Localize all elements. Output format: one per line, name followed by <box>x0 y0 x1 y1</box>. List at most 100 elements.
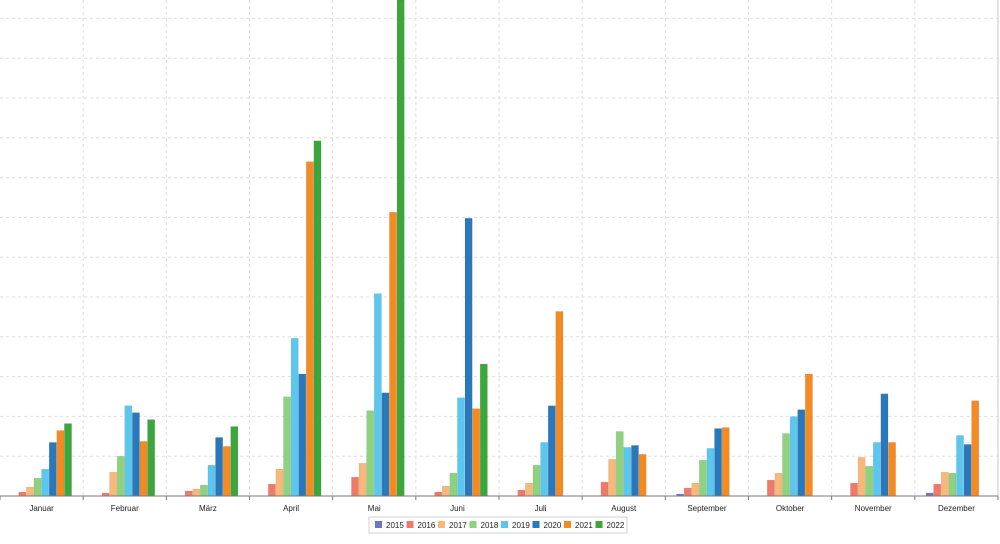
x-tick-label: Oktober <box>776 504 805 513</box>
legend-label-2020: 2020 <box>544 521 562 530</box>
bar-2016-dezember[interactable] <box>933 483 942 497</box>
bar-2020-mai[interactable] <box>381 392 390 497</box>
bar-2017-oktober[interactable] <box>774 472 783 497</box>
bar-2021-september[interactable] <box>721 427 730 497</box>
bar-2021-november[interactable] <box>888 442 896 497</box>
bar-2016-januar[interactable] <box>18 491 27 497</box>
bar-2016-november[interactable] <box>850 482 858 497</box>
bar-2016-september[interactable] <box>683 487 692 497</box>
x-tick-label: Mai <box>368 504 381 513</box>
bar-2022-februar[interactable] <box>147 419 156 497</box>
bar-2022-januar[interactable] <box>64 423 72 497</box>
legend-label-2018: 2018 <box>481 521 499 530</box>
bar-2021-oktober[interactable] <box>805 373 813 497</box>
bar-2021-april[interactable] <box>306 161 314 497</box>
bar-2017-dezember[interactable] <box>940 471 949 497</box>
bar-2018-juni[interactable] <box>449 472 458 497</box>
bar-2021-juni[interactable] <box>472 408 481 497</box>
bar-2019-april[interactable] <box>290 338 299 497</box>
bar-2019-august[interactable] <box>623 447 632 497</box>
legend-label-2016: 2016 <box>418 521 436 530</box>
bar-2016-märz[interactable] <box>184 490 193 497</box>
bar-2019-september[interactable] <box>706 448 715 497</box>
legend-label-2017: 2017 <box>449 521 467 530</box>
legend-label-2021: 2021 <box>575 521 593 530</box>
legend-label-2022: 2022 <box>607 521 625 530</box>
legend-swatch-2017 <box>438 521 445 528</box>
bar-2020-september[interactable] <box>714 428 722 497</box>
bar-2016-april[interactable] <box>268 483 276 497</box>
bar-2021-märz[interactable] <box>222 446 231 497</box>
bar-2019-mai[interactable] <box>374 293 382 497</box>
bar-2021-dezember[interactable] <box>971 400 980 497</box>
bar-2016-mai[interactable] <box>351 476 359 497</box>
bars <box>18 0 980 497</box>
bar-2018-juli[interactable] <box>532 464 541 497</box>
legend-swatch-2015 <box>375 521 382 528</box>
bar-2020-dezember[interactable] <box>963 444 972 497</box>
bar-2019-januar[interactable] <box>41 468 50 497</box>
x-tick-label: September <box>687 504 726 513</box>
legend-swatch-2022 <box>595 521 603 528</box>
legend-swatch-2018 <box>469 521 477 528</box>
bar-2021-juli[interactable] <box>555 311 564 497</box>
x-tick-label: Juni <box>450 504 465 513</box>
bar-2017-april[interactable] <box>275 468 284 497</box>
x-tick-label: August <box>611 504 637 513</box>
bar-2019-märz[interactable] <box>207 464 216 497</box>
bar-2022-juni[interactable] <box>479 363 488 497</box>
bar-2017-mai[interactable] <box>358 463 367 497</box>
bar-2018-januar[interactable] <box>33 477 42 497</box>
bar-2019-juli[interactable] <box>540 442 549 497</box>
bar-2017-januar[interactable] <box>26 486 34 497</box>
bar-2017-august[interactable] <box>608 459 616 497</box>
bar-2016-juni[interactable] <box>434 491 443 497</box>
bar-2018-oktober[interactable] <box>782 433 790 497</box>
bar-2016-juli[interactable] <box>517 489 526 497</box>
bar-2020-juli[interactable] <box>547 405 556 497</box>
bar-2021-august[interactable] <box>638 454 647 497</box>
bar-2018-märz[interactable] <box>200 484 208 497</box>
bar-2022-mai[interactable] <box>396 0 405 497</box>
x-tick-label: Juli <box>535 504 547 513</box>
bar-2020-märz[interactable] <box>215 437 223 497</box>
bar-2022-april[interactable] <box>313 140 322 497</box>
bar-2016-oktober[interactable] <box>767 479 775 497</box>
x-tick-label: Dezember <box>938 504 975 513</box>
bar-2019-dezember[interactable] <box>956 435 964 497</box>
bar-2021-februar[interactable] <box>139 441 148 497</box>
bar-2018-april[interactable] <box>283 396 291 497</box>
bar-2020-februar[interactable] <box>132 412 140 497</box>
bar-2017-juni[interactable] <box>441 485 450 497</box>
bar-2020-oktober[interactable] <box>797 409 806 497</box>
bar-2017-september[interactable] <box>691 482 700 497</box>
bar-2018-november[interactable] <box>865 465 874 497</box>
bar-2017-märz[interactable] <box>192 488 201 497</box>
bar-2020-april[interactable] <box>298 373 307 497</box>
bar-2016-august[interactable] <box>600 481 609 497</box>
bar-2018-mai[interactable] <box>366 410 375 497</box>
x-tick-label: April <box>283 504 299 513</box>
x-tick-label: Januar <box>29 504 54 513</box>
bar-2019-februar[interactable] <box>124 405 133 497</box>
bar-2020-august[interactable] <box>631 445 639 497</box>
bar-2017-juli[interactable] <box>525 482 533 497</box>
bar-2020-november[interactable] <box>880 393 889 497</box>
bar-2021-mai[interactable] <box>389 212 397 497</box>
bar-2022-märz[interactable] <box>230 426 239 497</box>
legend-label-2019: 2019 <box>512 521 530 530</box>
bar-2019-juni[interactable] <box>457 397 465 497</box>
bar-2018-august[interactable] <box>615 431 624 497</box>
bar-2017-november[interactable] <box>857 457 866 497</box>
bar-2020-januar[interactable] <box>48 442 57 497</box>
bar-2017-februar[interactable] <box>109 471 118 497</box>
bar-2019-oktober[interactable] <box>789 416 798 497</box>
bar-2018-dezember[interactable] <box>948 472 957 497</box>
bar-2020-juni[interactable] <box>464 217 473 497</box>
bar-2018-februar[interactable] <box>116 456 125 497</box>
bar-2018-september[interactable] <box>699 460 707 497</box>
bar-2019-november[interactable] <box>873 442 881 497</box>
bar-2021-januar[interactable] <box>56 430 65 497</box>
